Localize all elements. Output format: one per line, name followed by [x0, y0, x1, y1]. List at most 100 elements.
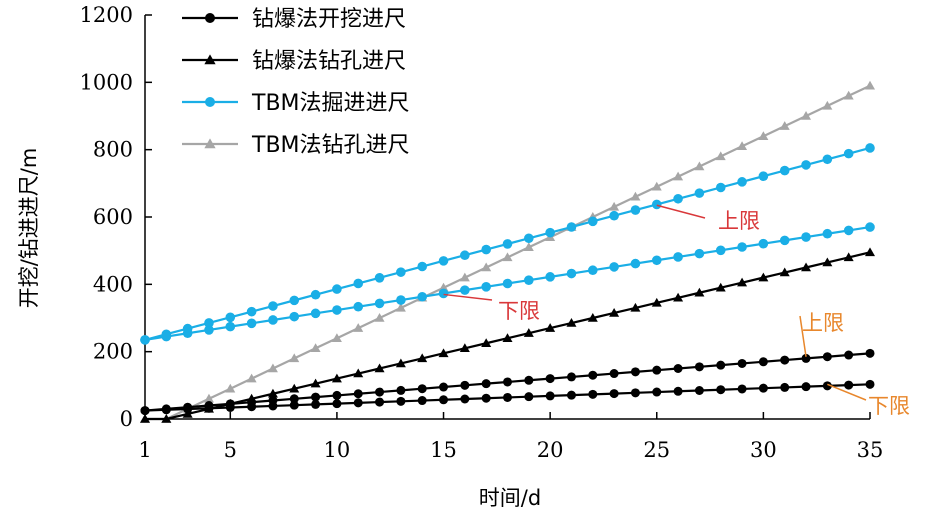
data-point — [587, 265, 598, 276]
data-point — [268, 315, 278, 325]
data-point — [844, 350, 854, 360]
data-point — [609, 201, 620, 211]
data-point — [822, 381, 832, 391]
data-point — [588, 389, 598, 399]
series-2 — [140, 143, 875, 345]
data-point — [545, 227, 555, 238]
data-point — [503, 392, 512, 402]
data-point — [331, 333, 342, 342]
data-point — [715, 245, 726, 256]
data-point — [417, 353, 428, 363]
data-point — [673, 292, 684, 302]
data-point — [481, 262, 492, 272]
data-point — [716, 385, 726, 395]
data-point — [588, 370, 598, 380]
data-point — [395, 302, 406, 312]
data-point — [417, 384, 427, 394]
annotation-leader — [799, 315, 807, 357]
data-point — [460, 285, 470, 295]
data-point — [694, 248, 705, 259]
data-point — [545, 272, 555, 282]
data-point — [182, 323, 193, 334]
data-point — [183, 402, 193, 412]
data-point — [758, 357, 768, 367]
x-tick-label: 10 — [324, 438, 351, 462]
data-point — [353, 301, 364, 312]
data-point — [310, 378, 321, 388]
data-point — [737, 242, 747, 252]
data-point — [843, 252, 854, 262]
data-point — [438, 348, 449, 358]
data-point — [865, 222, 875, 232]
data-point — [481, 379, 491, 389]
data-point — [311, 392, 321, 402]
data-point — [246, 318, 257, 329]
data-point — [225, 399, 235, 409]
data-point — [459, 272, 470, 282]
series — [140, 80, 875, 423]
data-point — [396, 295, 406, 305]
y-tick-label: 200 — [93, 340, 133, 364]
x-tick-label: 5 — [224, 438, 237, 462]
data-point — [715, 282, 726, 292]
data-point — [161, 404, 171, 414]
data-point — [779, 267, 790, 277]
legend-marker — [204, 54, 216, 65]
series-0 — [140, 348, 875, 416]
annotation-leader — [443, 293, 493, 301]
data-point — [289, 311, 300, 322]
axes — [144, 14, 871, 420]
data-point — [822, 100, 833, 110]
data-point — [417, 291, 428, 302]
data-point — [566, 390, 576, 400]
data-point — [204, 401, 214, 411]
y-axis-label: 开挖/钻进进尺/m — [17, 148, 41, 309]
data-point — [523, 242, 534, 252]
data-point — [225, 321, 236, 332]
data-point — [460, 250, 470, 261]
data-point — [694, 287, 705, 297]
data-point — [353, 398, 363, 408]
x-tick-label: 25 — [643, 438, 670, 462]
data-point — [673, 193, 683, 204]
data-point — [395, 358, 406, 368]
data-point — [822, 228, 833, 239]
data-point — [438, 282, 449, 292]
data-point — [566, 268, 577, 279]
data-point — [715, 151, 726, 161]
data-point — [246, 306, 257, 317]
data-point — [566, 372, 576, 382]
data-point — [247, 397, 257, 407]
data-point — [779, 121, 790, 130]
data-point — [203, 393, 214, 403]
data-point — [843, 148, 854, 159]
data-point — [481, 282, 491, 292]
data-point — [438, 288, 449, 299]
data-point — [801, 353, 811, 363]
data-point — [332, 390, 342, 400]
data-point — [375, 387, 385, 397]
data-point — [694, 362, 704, 372]
annotation-leader — [827, 383, 867, 401]
data-point — [822, 352, 832, 362]
data-point — [267, 363, 278, 373]
data-point — [780, 355, 790, 365]
y-tick-label: 0 — [120, 407, 133, 431]
data-point — [524, 233, 534, 244]
data-point — [630, 205, 641, 215]
data-point — [481, 393, 491, 403]
data-point — [310, 343, 321, 353]
data-point — [502, 333, 513, 342]
data-point — [630, 388, 640, 398]
data-point — [822, 154, 833, 165]
data-point — [268, 395, 278, 405]
x-tick-label: 20 — [537, 438, 564, 462]
data-point — [503, 377, 512, 387]
data-point — [801, 232, 811, 242]
data-point — [865, 143, 875, 153]
data-point — [396, 385, 406, 395]
data-point — [310, 308, 321, 319]
